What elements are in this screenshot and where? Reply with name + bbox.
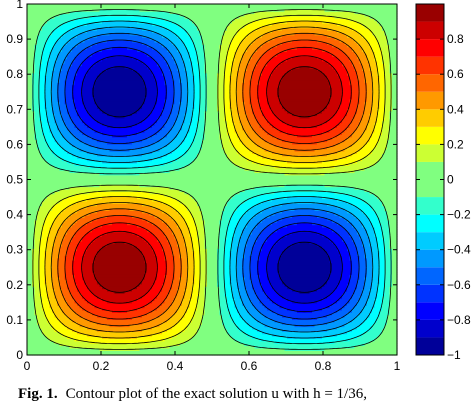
contour-plot-area bbox=[27, 4, 398, 356]
